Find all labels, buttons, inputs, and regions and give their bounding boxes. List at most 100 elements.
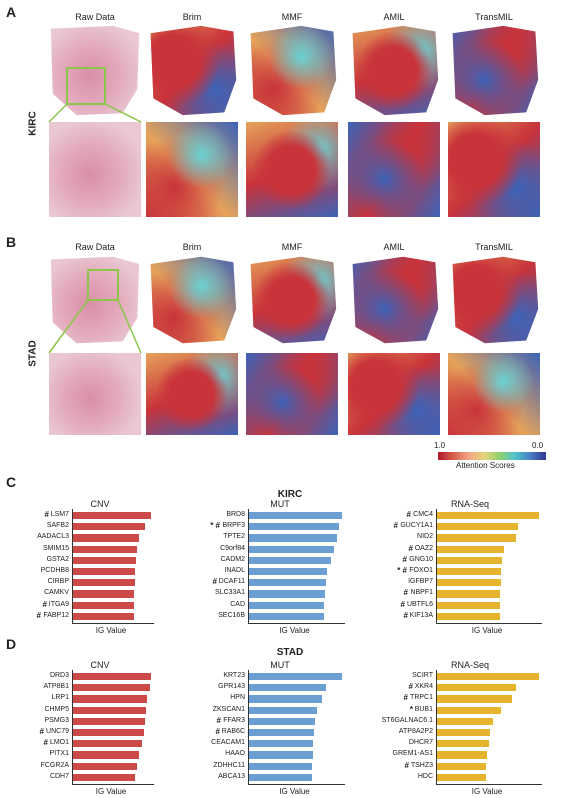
stad-zoom-box [87,269,119,301]
d-cnv-gene-label: PSMG3 [44,716,69,724]
c-rna-gene-marker: # [403,610,408,620]
c-rna-gene-marker: # [400,599,405,609]
c-cnv-y-axis [72,509,73,623]
kirc-overview-brim [150,25,237,116]
d-cnv-gene-label: LRP1 [51,694,69,702]
d-rna-gene-marker: # [404,760,409,770]
column-title-raw-data: Raw Data [75,242,115,252]
c-rna-gene-label: GUCY1A1 [400,522,433,530]
d-rna-gene-label: DHCR7 [408,739,433,747]
stad-overview-amil [352,256,439,344]
d-rna-y-axis [436,670,437,784]
d-mut-gene-label: ZDHHC11 [213,761,245,769]
d-mut-gene-marker: # [215,727,220,736]
c-rna-bar [437,534,516,542]
c-mut-gene-label: INADL [224,567,245,574]
c-mut-x-axis [248,623,345,624]
column-title-raw-data: Raw Data [75,12,115,22]
column-title-amil: AMIL [383,242,405,252]
c-mut-x-label: IG Value [279,626,310,635]
d-rna-bar [437,729,490,737]
d-cnv-gene-label: CHMP5 [44,705,69,713]
panel-letter-b: B [6,234,17,250]
c-cnv-gene-label: CAMKV [44,589,69,597]
column-title-amil: AMIL [383,12,405,22]
d-cnv-gene-marker: # [43,738,48,748]
c-cnv-gene-label: FABP12 [43,611,69,619]
c-mut-gene-label: CADM2 [220,555,245,563]
d-mut-bar [249,695,322,703]
c-cnv-bar [73,534,139,542]
d-mut-y-axis [248,670,249,784]
c-mut-bar [249,523,339,531]
d-rna-gene-marker: * [409,704,413,714]
d-cnv-bar [73,695,147,703]
c-cnv-bar [73,545,137,553]
d-mut-bar [249,684,326,692]
stad-overview-transmil [452,256,539,344]
c-mut-bar [249,579,326,587]
d-rna-bar [437,773,486,781]
c-cnv-gene-label: SAFB2 [46,522,69,530]
d-cnv-bar [73,729,144,737]
c-mut-bar [249,534,337,542]
c-cnv-gene-label: GSTA2 [46,555,69,563]
d-cnv-bar [73,684,150,692]
d-mut-gene-label: HAAO [225,750,245,758]
c-cnv-gene-label: PCDHB8 [40,567,69,574]
c-cnv-bar [73,523,145,531]
d-mut-chart-title: MUT [270,660,290,670]
d-rna-gene-label: ST6GALNAC6.1 [381,716,433,724]
c-cnv-gene-label: ITGA9 [48,600,69,608]
c-rna-gene-marker: # [393,521,398,531]
c-cnv-gene-marker: # [36,610,41,620]
c-rna-gene-label: NBPF1 [410,589,433,597]
c-mut-bar [249,545,334,553]
c-rna-gene-label: CMC4 [413,511,433,518]
c-cnv-x-axis [72,623,154,624]
c-rna-bar [437,612,500,620]
kirc-zoom-mmf [246,122,338,217]
d-cnv-gene-label: DRD3 [49,672,69,679]
stad-zoom-line-left [48,299,89,354]
column-title-transmil: TransMIL [475,12,513,22]
c-rna-bar [437,556,502,564]
column-title-mmf: MMF [281,12,303,22]
d-mut-gene-label: FFAR3 [223,716,245,724]
c-mut-gene-marker: # [212,577,217,587]
c-rna-x-axis [436,623,542,624]
stad-overview-mmf [250,256,337,344]
c-cnv-bar [73,601,134,609]
d-rna-gene-label: GREM1-AS1 [392,750,433,758]
d-mut-bar [249,740,313,748]
c-cnv-gene-label: LSM7 [50,511,69,518]
c-mut-bar [249,568,327,576]
d-rna-x-axis [436,784,542,785]
c-rna-gene-marker: # [402,554,407,564]
d-cnv-bar [73,773,135,781]
d-cnv-y-axis [72,670,73,784]
chart-d-dataset-title: STAD [276,647,304,658]
d-rna-x-label: IG Value [471,787,503,796]
kirc-zoom-box [66,67,106,105]
c-cnv-x-label: IG Value [95,626,127,635]
c-cnv-bar [73,590,134,598]
c-cnv-bar [73,612,134,620]
d-cnv-gene-label: CDH7 [49,772,69,780]
d-rna-gene-label: SCIRT [412,672,433,679]
stad-zoom-line-right [117,299,142,354]
c-rna-bar [437,601,500,609]
d-mut-gene-label: ZKSCAN1 [212,705,245,713]
c-rna-y-axis [436,509,437,623]
c-cnv-gene-marker: # [42,599,47,609]
c-mut-gene-label: DCAF11 [218,578,245,586]
c-mut-bar [249,512,342,520]
d-mut-gene-marker: # [216,715,221,725]
stad-zoom-transmil [448,353,540,435]
d-cnv-bar [73,717,145,725]
d-cnv-bar [73,740,142,748]
c-mut-gene-label: CAD [230,600,245,608]
colorbar-min-label: 0.0 [532,441,544,450]
c-mut-bar [249,612,324,620]
d-mut-gene-label: CEACAM1 [211,739,245,747]
